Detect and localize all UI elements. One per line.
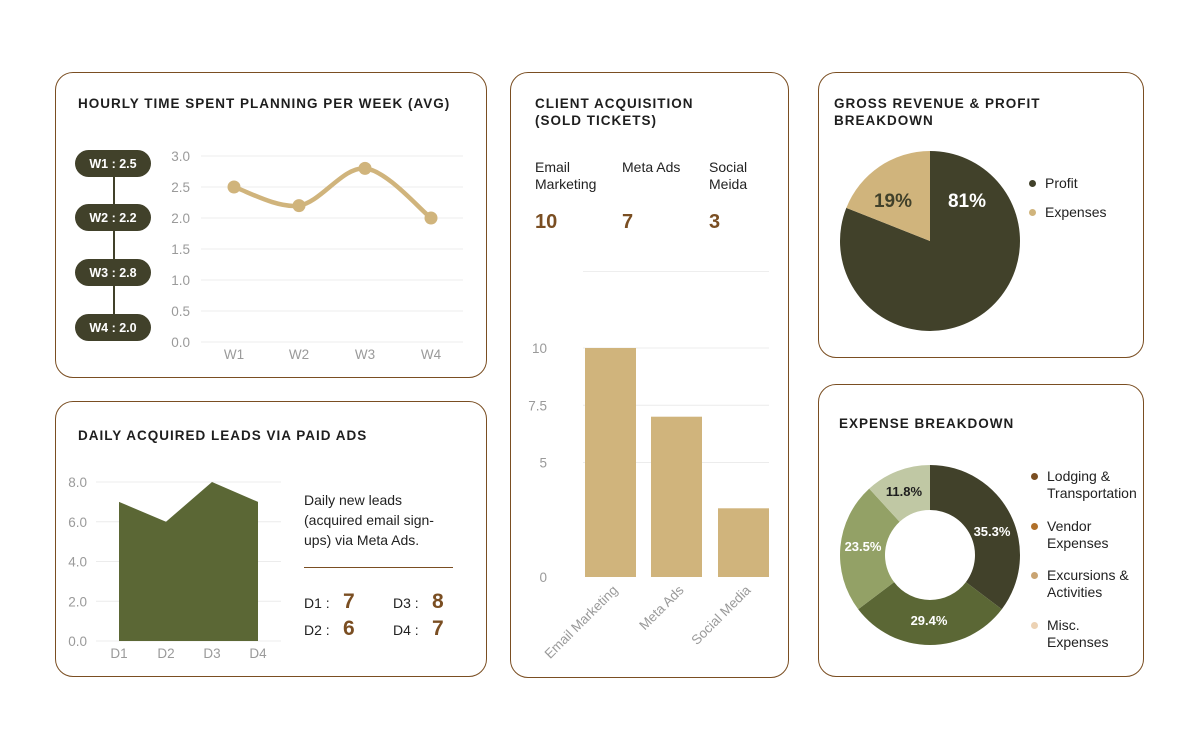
leads-title: DAILY ACQUIRED LEADS VIA PAID ADS	[78, 428, 368, 443]
leads-area-chart: 0.0 2.0 4.0 6.0 8.0 D1 D2 D3 D4	[68, 475, 281, 661]
revenue-pie-chart: 81% 19%	[840, 151, 1020, 332]
legend-label: Misc. Expenses	[1047, 617, 1109, 650]
stat-value-meta: 7	[622, 211, 634, 233]
line-series	[231, 166, 434, 221]
hourly-card: HOURLY TIME SPENT PLANNING PER WEEK (AVG…	[55, 72, 487, 378]
y-tick-label: 6.0	[68, 515, 87, 530]
acquisition-bar-chart: 0 5 7.5 10 Email Marketing Meta Ads Social Med…	[528, 341, 769, 662]
x-tick-label: W4	[421, 347, 442, 362]
pie-slice	[846, 151, 930, 241]
legend-swatch	[1029, 209, 1036, 216]
y-tick-label: 2.5	[171, 180, 190, 195]
y-tick-label: 2.0	[68, 594, 87, 609]
day-value-d4: 7	[432, 617, 444, 640]
y-tick-label: 7.5	[528, 398, 547, 413]
leads-divider	[304, 567, 453, 568]
donut-slice	[840, 488, 900, 610]
legend-label: Vendor Expenses	[1047, 518, 1109, 551]
line-point	[292, 199, 306, 213]
acquisition-card: CLIENT ACQUISITION (SOLD TICKETS) Email …	[510, 72, 789, 678]
day-label-d1: D1 :	[304, 595, 330, 611]
week-value-pill: W3 : 2.8	[75, 259, 151, 286]
day-label-d4: D4 :	[393, 622, 419, 638]
y-tick-label: 1.0	[171, 273, 190, 288]
stat-divider	[583, 271, 769, 272]
x-tick-label: D2	[157, 646, 174, 661]
y-tick-label: 2.0	[171, 211, 190, 226]
donut-slice	[930, 465, 1020, 610]
y-tick-label: 8.0	[68, 475, 87, 490]
expense-title: EXPENSE BREAKDOWN	[839, 416, 1015, 431]
legend-label: Profit	[1045, 175, 1078, 191]
slice-label: 23.5%	[845, 539, 882, 554]
day-label-d3: D3 :	[393, 595, 419, 611]
stat-value-social: 3	[709, 211, 721, 233]
legend-label: Excursions & Activities	[1047, 567, 1129, 600]
y-tick-label: 0.0	[68, 634, 87, 649]
slice-label: 29.4%	[911, 613, 948, 628]
day-value-d2: 6	[343, 617, 355, 640]
y-tick-label: 4.0	[68, 555, 87, 570]
area-series	[119, 482, 258, 641]
acquisition-title: CLIENT ACQUISITION (SOLD TICKETS)	[535, 96, 694, 128]
x-tick-label: W3	[355, 347, 375, 362]
day-label-d2: D2 :	[304, 622, 330, 638]
stat-label-email: Email Marketing	[535, 159, 597, 192]
y-tick-label: 3.0	[171, 149, 190, 164]
stat-label-meta: Meta Ads	[622, 159, 681, 175]
revenue-title: GROSS REVENUE & PROFIT BREAKDOWN	[834, 96, 1041, 128]
legend-label: Expenses	[1045, 204, 1107, 220]
expense-card: EXPENSE BREAKDOWN 35.3% 29.4% 23.5% 11.8% L…	[818, 384, 1144, 677]
y-tick-label: 5	[539, 456, 547, 471]
y-tick-label: 1.5	[171, 242, 190, 257]
y-tick-label: 10	[532, 341, 547, 356]
legend-swatch	[1029, 180, 1036, 187]
donut-slice	[869, 465, 930, 522]
legend-swatch	[1031, 473, 1038, 480]
week-value-pill: W2 : 2.2	[75, 204, 151, 231]
revenue-card: GROSS REVENUE & PROFIT BREAKDOWN 81% 19% …	[818, 72, 1144, 358]
line-point	[227, 180, 241, 194]
week-value-pill: W4 : 2.0	[75, 314, 151, 341]
week-value-pill: W1 : 2.5	[75, 150, 151, 177]
leads-description: Daily new leads (acquired email sign-ups…	[304, 492, 434, 548]
legend-swatch	[1031, 523, 1038, 530]
y-tick-label: 0.0	[171, 335, 190, 350]
line-point	[358, 161, 372, 175]
hourly-line-chart: 0.0 0.5 1.0 1.5 2.0 2.5 3.0 W1 W2 W3 W4	[113, 149, 463, 362]
legend-swatch	[1031, 572, 1038, 579]
slice-label: 19%	[874, 191, 912, 212]
x-tick-label: Social Media	[688, 582, 754, 648]
legend-label: Lodging & Transportation	[1047, 468, 1137, 501]
pie-slice	[840, 151, 1020, 332]
x-tick-label: D4	[249, 646, 267, 661]
hourly-title: HOURLY TIME SPENT PLANNING PER WEEK (AVG…	[78, 96, 451, 111]
slice-label: 11.8%	[886, 484, 923, 499]
day-value-d3: 8	[432, 590, 444, 613]
leads-card: DAILY ACQUIRED LEADS VIA PAID ADS 0.0 2.0…	[55, 401, 487, 677]
slice-label: 81%	[948, 191, 986, 212]
line-point	[424, 211, 438, 225]
legend-swatch	[1031, 622, 1038, 629]
y-tick-label: 0	[539, 570, 547, 585]
x-tick-label: D3	[203, 646, 220, 661]
expense-donut-chart: 35.3% 29.4% 23.5% 11.8%	[840, 465, 1020, 645]
slice-label: 35.3%	[974, 524, 1011, 539]
bar	[585, 348, 636, 577]
bar	[718, 508, 769, 577]
bar	[651, 416, 702, 577]
y-tick-label: 0.5	[171, 304, 190, 319]
x-tick-label: Email Marketing	[542, 583, 621, 662]
x-tick-label: Meta Ads	[636, 582, 687, 633]
donut-slice	[858, 582, 1002, 645]
day-value-d1: 7	[343, 590, 355, 613]
x-tick-label: D1	[110, 646, 127, 661]
x-tick-label: W1	[224, 347, 244, 362]
stat-value-email: 10	[535, 211, 558, 233]
stat-label-social: Social Meida	[709, 159, 748, 192]
x-tick-label: W2	[289, 347, 309, 362]
